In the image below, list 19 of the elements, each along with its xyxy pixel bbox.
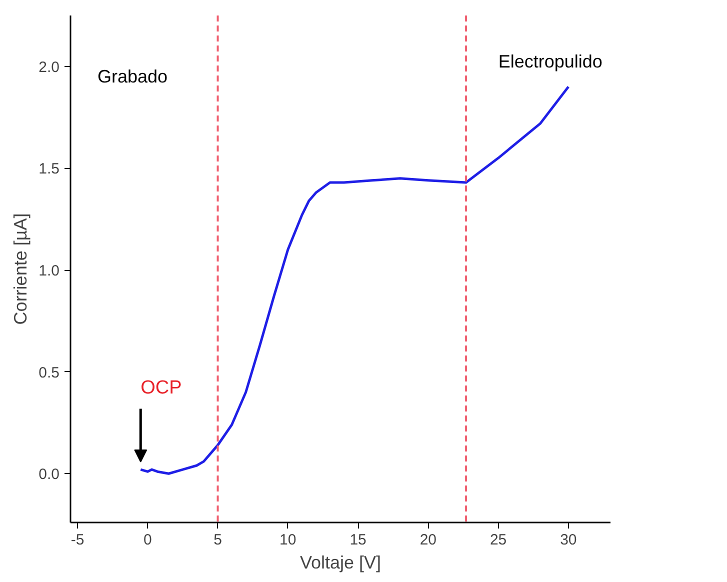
x-tick-label: 15 <box>350 532 366 548</box>
y-tick-label: 2.0 <box>38 58 60 76</box>
annotation: Electropulido <box>498 51 602 72</box>
y-tick-label: 0.5 <box>38 364 60 382</box>
annotation: Grabado <box>98 66 168 86</box>
x-tick-label: 30 <box>560 532 577 548</box>
x-tick-label: 20 <box>420 532 437 548</box>
y-tick-label: 0.0 <box>38 466 60 484</box>
line-series <box>139 86 570 475</box>
y-tick-label: 1.5 <box>38 160 60 178</box>
y-axis-title: Corriente [µA] <box>10 213 31 325</box>
x-tick-label: 0 <box>143 532 152 548</box>
y-tick-label: 1.0 <box>38 262 60 280</box>
annotation: OCP <box>140 378 182 399</box>
x-tick-label: 25 <box>490 532 507 548</box>
x-tick-label: 5 <box>214 532 222 548</box>
x-tick-label: 10 <box>280 532 296 548</box>
x-tick-label: -5 <box>70 532 84 548</box>
x-axis-title: Voltaje [V] <box>300 552 382 572</box>
